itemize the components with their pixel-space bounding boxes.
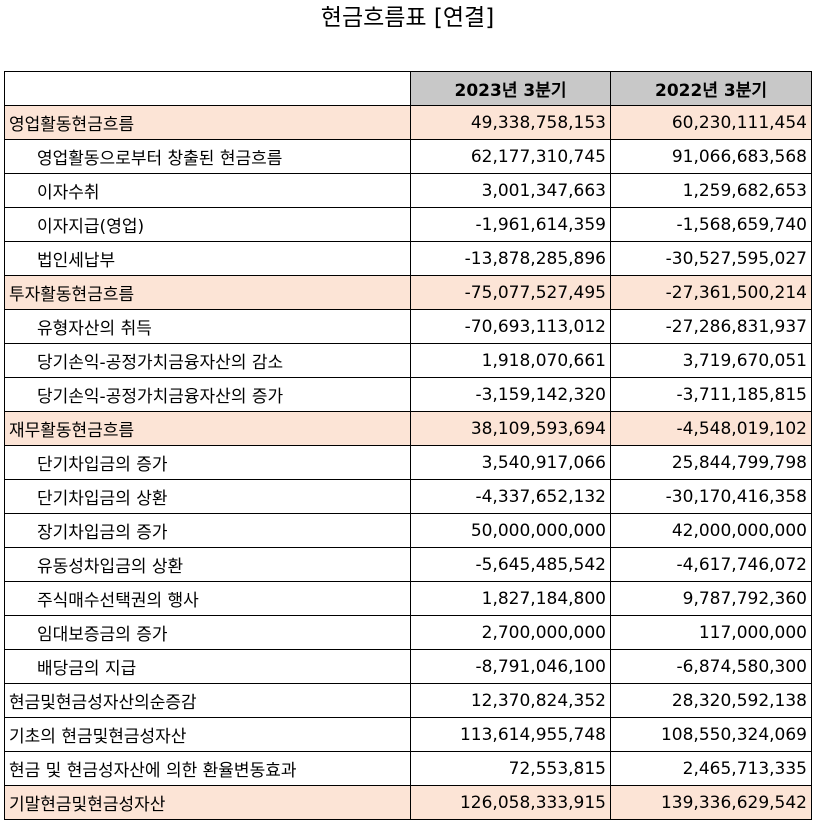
row-label: 기초의 현금및현금성자산	[4, 717, 411, 752]
value-2022q3: 28,320,592,138	[610, 683, 812, 718]
table-row: 현금및현금성자산의순증감 12,370,824,352 28,320,592,138	[4, 683, 812, 718]
table-row: 당기손익-공정가치금융자산의 감소 1,918,070,661 3,719,670,…	[4, 343, 812, 378]
value-2023q3: 49,338,758,153	[410, 105, 611, 140]
value-2023q3: 38,109,593,694	[410, 411, 611, 446]
row-label: 단기차입금의 상환	[4, 479, 411, 514]
value-2023q3: -5,645,485,542	[410, 547, 611, 582]
table-row: 이자지급(영업) -1,961,614,359 -1,568,659,740	[4, 207, 812, 242]
value-2022q3: -1,568,659,740	[610, 207, 812, 242]
value-2022q3: 9,787,792,360	[610, 581, 812, 616]
table-row: 현금 및 현금성자산에 의한 환율변동효과 72,553,815 2,465,713…	[4, 751, 812, 786]
value-2023q3: 3,540,917,066	[410, 445, 611, 480]
table-row: 이자수취 3,001,347,663 1,259,682,653	[4, 173, 812, 208]
header-cell-label	[4, 71, 411, 106]
row-label: 장기차입금의 증가	[4, 513, 411, 548]
page-title: 현금흐름표 [연결]	[320, 5, 495, 31]
table-row: 배당금의 지급 -8,791,046,100 -6,874,580,300	[4, 649, 812, 684]
value-2022q3: 3,719,670,051	[610, 343, 812, 378]
row-label: 현금 및 현금성자산에 의한 환율변동효과	[4, 751, 411, 786]
value-2023q3: -8,791,046,100	[410, 649, 611, 684]
value-2022q3: 108,550,324,069	[610, 717, 812, 752]
row-label: 영업활동현금흐름	[4, 105, 411, 140]
value-2023q3: 12,370,824,352	[410, 683, 611, 718]
value-2022q3: -4,548,019,102	[610, 411, 812, 446]
value-2022q3: 139,336,629,542	[610, 785, 812, 820]
table-row: 주식매수선택권의 행사 1,827,184,800 9,787,792,360	[4, 581, 812, 616]
value-2023q3: -3,159,142,320	[410, 377, 611, 412]
value-2023q3: 3,001,347,663	[410, 173, 611, 208]
row-label: 배당금의 지급	[4, 649, 411, 684]
row-label: 현금및현금성자산의순증감	[4, 683, 411, 718]
row-label: 당기손익-공정가치금융자산의 증가	[4, 377, 411, 412]
row-label: 재무활동현금흐름	[4, 411, 411, 446]
table-row: 단기차입금의 상환 -4,337,652,132 -30,170,416,358	[4, 479, 812, 514]
value-2022q3: 25,844,799,798	[610, 445, 812, 480]
row-label: 임대보증금의 증가	[4, 615, 411, 650]
value-2022q3: 1,259,682,653	[610, 173, 812, 208]
value-2022q3: -27,286,831,937	[610, 309, 812, 344]
header-cell-2023q3: 2023년 3분기	[410, 71, 611, 106]
row-label: 법인세납부	[4, 241, 411, 276]
row-label: 기말현금및현금성자산	[4, 785, 411, 820]
value-2022q3: -6,874,580,300	[610, 649, 812, 684]
table-row: 영업활동으로부터 창출된 현금흐름 62,177,310,745 91,066,68…	[4, 139, 812, 174]
value-2022q3: 2,465,713,335	[610, 751, 812, 786]
table-row: 당기손익-공정가치금융자산의 증가 -3,159,142,320 -3,711,18…	[4, 377, 812, 412]
value-2022q3: 42,000,000,000	[610, 513, 812, 548]
row-label: 영업활동으로부터 창출된 현금흐름	[4, 139, 411, 174]
row-label: 이자수취	[4, 173, 411, 208]
value-2023q3: -1,961,614,359	[410, 207, 611, 242]
table-row: 단기차입금의 증가 3,540,917,066 25,844,799,798	[4, 445, 812, 480]
value-2022q3: -30,170,416,358	[610, 479, 812, 514]
row-label: 단기차입금의 증가	[4, 445, 411, 480]
cash-flow-table: 2023년 3분기 2022년 3분기 영업활동현금흐름 49,338,758,1…	[4, 71, 812, 820]
header-cell-2022q3: 2022년 3분기	[610, 71, 812, 106]
table-row: 임대보증금의 증가 2,700,000,000 117,000,000	[4, 615, 812, 650]
value-2022q3: -27,361,500,214	[610, 275, 812, 310]
value-2023q3: -70,693,113,012	[410, 309, 611, 344]
value-2023q3: 113,614,955,748	[410, 717, 611, 752]
value-2023q3: -13,878,285,896	[410, 241, 611, 276]
value-2023q3: 62,177,310,745	[410, 139, 611, 174]
value-2023q3: 50,000,000,000	[410, 513, 611, 548]
table-row: 장기차입금의 증가 50,000,000,000 42,000,000,000	[4, 513, 812, 548]
table-header-row: 2023년 3분기 2022년 3분기	[4, 71, 812, 106]
value-2023q3: 72,553,815	[410, 751, 611, 786]
table-body: 영업활동현금흐름 49,338,758,153 60,230,111,454 영업활동…	[4, 105, 812, 820]
table-row: 재무활동현금흐름 38,109,593,694 -4,548,019,102	[4, 411, 812, 446]
value-2022q3: 117,000,000	[610, 615, 812, 650]
value-2022q3: 60,230,111,454	[610, 105, 812, 140]
table-row: 법인세납부 -13,878,285,896 -30,527,595,027	[4, 241, 812, 276]
table-row: 기초의 현금및현금성자산 113,614,955,748 108,550,324,0…	[4, 717, 812, 752]
row-label: 이자지급(영업)	[4, 207, 411, 242]
table-row: 영업활동현금흐름 49,338,758,153 60,230,111,454	[4, 105, 812, 140]
value-2023q3: 1,827,184,800	[410, 581, 611, 616]
row-label: 당기손익-공정가치금융자산의 감소	[4, 343, 411, 378]
value-2023q3: 1,918,070,661	[410, 343, 611, 378]
value-2023q3: -75,077,527,495	[410, 275, 611, 310]
value-2022q3: -4,617,746,072	[610, 547, 812, 582]
row-label: 주식매수선택권의 행사	[4, 581, 411, 616]
row-label: 유형자산의 취득	[4, 309, 411, 344]
value-2022q3: 91,066,683,568	[610, 139, 812, 174]
value-2023q3: 2,700,000,000	[410, 615, 611, 650]
value-2023q3: -4,337,652,132	[410, 479, 611, 514]
value-2022q3: -3,711,185,815	[610, 377, 812, 412]
value-2022q3: -30,527,595,027	[610, 241, 812, 276]
row-label: 투자활동현금흐름	[4, 275, 411, 310]
table-row: 기말현금및현금성자산 126,058,333,915 139,336,629,542	[4, 785, 812, 820]
table-row: 유형자산의 취득 -70,693,113,012 -27,286,831,937	[4, 309, 812, 344]
row-label: 유동성차입금의 상환	[4, 547, 411, 582]
value-2023q3: 126,058,333,915	[410, 785, 611, 820]
table-row: 투자활동현금흐름 -75,077,527,495 -27,361,500,214	[4, 275, 812, 310]
table-row: 유동성차입금의 상환 -5,645,485,542 -4,617,746,072	[4, 547, 812, 582]
